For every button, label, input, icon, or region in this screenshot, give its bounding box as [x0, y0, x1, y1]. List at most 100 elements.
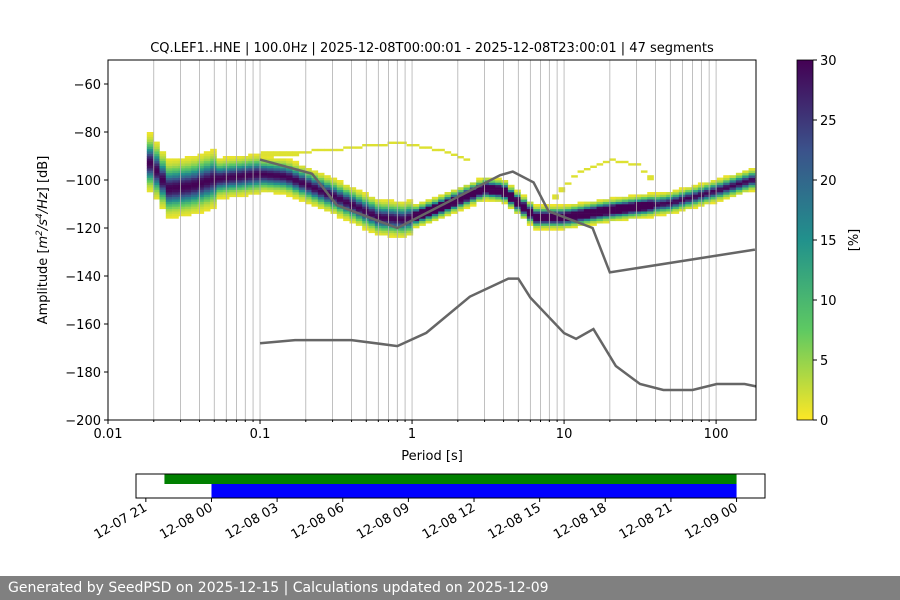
histogram-cell [710, 192, 718, 195]
histogram-cell [197, 189, 205, 193]
histogram-cell [507, 187, 515, 190]
histogram-cell [729, 184, 737, 188]
colorbar-tick-label: 10 [820, 294, 837, 309]
histogram-cell [260, 170, 268, 174]
histogram-cell [267, 175, 274, 178]
histogram-cell [514, 192, 521, 195]
x-axis-label: Period [s] [401, 449, 463, 464]
histogram-cell [387, 235, 395, 238]
histogram-cell [444, 199, 452, 202]
histogram-cell [634, 206, 642, 210]
histogram-cell [583, 211, 591, 214]
histogram-cell [229, 156, 236, 159]
histogram-cell [229, 194, 236, 198]
histogram-cell [583, 220, 591, 224]
histogram-cell [362, 196, 369, 200]
histogram-cell [254, 177, 262, 181]
histogram-cell [146, 180, 154, 183]
histogram-cell [197, 175, 205, 178]
histogram-cell [178, 177, 186, 181]
histogram-cell [153, 194, 160, 198]
histogram-cell [330, 180, 338, 183]
histogram-cell [324, 148, 331, 152]
histogram-cell [381, 206, 388, 210]
histogram-cell [438, 208, 445, 212]
histogram-cell [691, 206, 699, 210]
histogram-cell [279, 182, 287, 186]
histogram-cell [159, 189, 167, 193]
histogram-cell [438, 216, 445, 219]
histogram-cell [292, 175, 300, 178]
histogram-cell [172, 196, 179, 200]
histogram-cell [419, 204, 426, 207]
histogram-cell [203, 189, 211, 193]
histogram-cell [748, 177, 756, 181]
histogram-cell [431, 196, 439, 200]
histogram-cell [178, 194, 186, 198]
histogram-cell [387, 213, 395, 217]
histogram-cell [153, 170, 160, 174]
histogram-cell [336, 180, 344, 183]
histogram-cell [273, 192, 281, 195]
histogram-cell [621, 201, 629, 205]
histogram-cell [229, 177, 236, 181]
histogram-cell [279, 151, 287, 154]
histogram-cell [501, 189, 509, 193]
histogram-cell [716, 194, 724, 198]
histogram-cell [292, 182, 300, 186]
histogram-cell [666, 201, 673, 205]
histogram-cell [146, 168, 154, 171]
histogram-cell [292, 192, 300, 195]
histogram-cell [172, 165, 179, 169]
histogram-cell [621, 160, 629, 164]
histogram-cell [444, 204, 452, 207]
histogram-cell [191, 168, 198, 171]
histogram-cell [748, 168, 756, 171]
histogram-cell [387, 204, 395, 207]
histogram-cell [621, 204, 629, 207]
histogram-cell [279, 170, 287, 174]
histogram-cell [596, 163, 604, 166]
histogram-cell [191, 187, 198, 190]
histogram-cell [197, 196, 205, 200]
histogram-cell [362, 208, 369, 212]
histogram-cell [742, 172, 749, 176]
histogram-cell [153, 160, 160, 164]
histogram-cell [349, 187, 357, 190]
histogram-cell [640, 204, 648, 207]
histogram-cell [704, 201, 711, 205]
histogram-cell [191, 201, 198, 205]
histogram-cell [577, 204, 585, 207]
histogram-cell [267, 172, 274, 176]
histogram-cell [273, 175, 281, 178]
histogram-cell [533, 204, 540, 207]
histogram-cell [571, 204, 578, 207]
histogram-cell [165, 163, 173, 166]
histogram-cell [330, 192, 338, 195]
histogram-cell [146, 151, 154, 154]
histogram-cell [235, 177, 243, 181]
histogram-cell [349, 189, 357, 193]
histogram-cell [229, 158, 236, 162]
histogram-cell [248, 184, 255, 188]
histogram-cell [210, 168, 217, 171]
histogram-cell [507, 199, 515, 202]
histogram-cell [178, 201, 186, 205]
histogram-cell [317, 194, 325, 198]
histogram-cell [602, 208, 610, 212]
histogram-cell [381, 208, 388, 212]
histogram-cell [495, 182, 502, 186]
histogram-cell [260, 189, 268, 193]
histogram-cell [552, 206, 559, 210]
histogram-cell [507, 206, 515, 210]
histogram-cell [482, 192, 490, 195]
histogram-cell [602, 211, 610, 214]
histogram-cell [469, 196, 477, 200]
histogram-cell [197, 168, 205, 171]
histogram-cell [184, 160, 192, 164]
histogram-cell [197, 192, 205, 195]
histogram-cell [305, 201, 312, 205]
histogram-cell [691, 189, 699, 193]
histogram-cell [558, 225, 566, 229]
histogram-cell [463, 199, 471, 202]
